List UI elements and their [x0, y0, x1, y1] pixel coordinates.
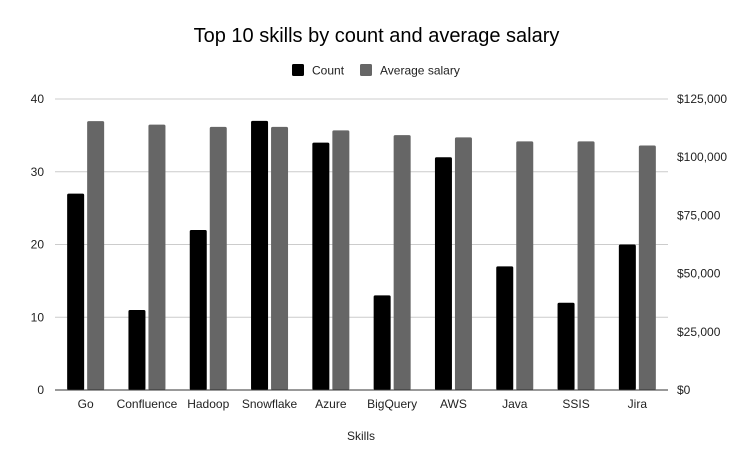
average-salary-bar — [638, 145, 656, 390]
legend-label: Average salary — [380, 64, 460, 78]
left-y-tick-label: 20 — [31, 238, 45, 252]
right-y-tick-label: $25,000 — [677, 325, 721, 339]
count-bar — [67, 193, 85, 390]
average-salary-bar — [516, 141, 534, 390]
x-tick-label: Confluence — [117, 397, 178, 411]
count-bar — [557, 302, 575, 390]
average-salary-bar — [332, 130, 350, 391]
average-salary-bar — [271, 126, 289, 390]
left-y-tick-label: 30 — [31, 165, 45, 179]
count-bar — [251, 120, 269, 390]
count-bar — [128, 309, 146, 390]
average-salary-bar — [148, 124, 166, 390]
x-tick-label: Java — [502, 397, 528, 411]
x-tick-label: AWS — [440, 397, 467, 411]
x-tick-label: Azure — [315, 397, 347, 411]
right-y-tick-label: $100,000 — [677, 150, 727, 164]
legend-label: Count — [312, 64, 345, 78]
count-bar — [312, 142, 330, 390]
legend-swatch — [292, 64, 304, 76]
right-y-axis: $0 $25,000 $50,000 $75,000 $100,000 $125,000 — [677, 92, 727, 397]
x-tick-label: Go — [78, 397, 94, 411]
count-bar — [618, 244, 636, 390]
x-axis-label: Skills — [347, 429, 375, 443]
average-salary-bar — [577, 141, 595, 390]
gridlines — [55, 98, 668, 318]
x-tick-label: Jira — [628, 397, 648, 411]
left-y-tick-label: 10 — [31, 310, 45, 324]
average-salary-bar — [87, 121, 105, 390]
average-salary-bar — [209, 126, 227, 390]
right-y-tick-label: $50,000 — [677, 267, 721, 281]
average-salary-bar — [454, 137, 472, 390]
count-bar — [496, 266, 514, 390]
count-bar — [189, 229, 207, 390]
x-tick-label: BigQuery — [367, 397, 417, 411]
x-tick-label: SSIS — [562, 397, 589, 411]
bars — [67, 120, 656, 391]
count-bar — [373, 295, 391, 390]
x-tick-label: Snowflake — [242, 397, 298, 411]
average-salary-bar — [393, 135, 411, 390]
legend: Count Average salary — [292, 64, 460, 78]
legend-swatch — [360, 64, 372, 76]
x-axis: Go Confluence Hadoop Snowflake Azure BigQuery… — [55, 389, 668, 411]
left-y-tick-label: 0 — [37, 383, 44, 397]
right-y-tick-label: $125,000 — [677, 92, 727, 106]
count-bar — [434, 157, 452, 390]
x-tick-label: Hadoop — [187, 397, 229, 411]
left-y-axis: 0 10 20 30 40 — [31, 92, 45, 397]
right-y-tick-label: $75,000 — [677, 208, 721, 222]
chart-title: Top 10 skills by count and average salar… — [194, 25, 560, 47]
left-y-tick-label: 40 — [31, 92, 45, 106]
right-y-tick-label: $0 — [677, 383, 691, 397]
